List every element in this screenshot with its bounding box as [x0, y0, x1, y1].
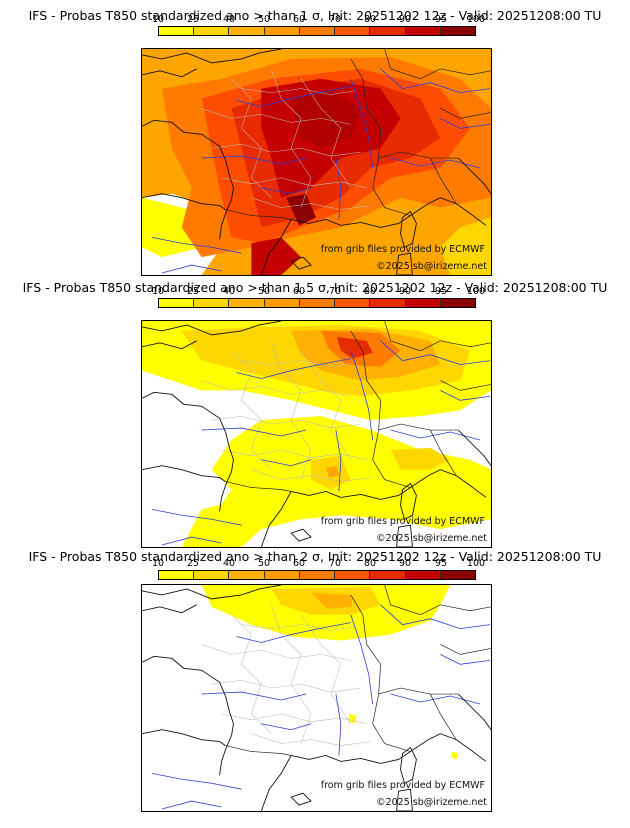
- colorbar-segment: [264, 299, 300, 307]
- panel-title: IFS - Probas T850 standardized ano > tha…: [28, 8, 602, 23]
- colorbar-segment: [229, 571, 265, 579]
- colorbar-segment: [370, 571, 406, 579]
- colorbar-segment: [405, 571, 441, 579]
- credit-copyright: ©2025 sb@irizeme.net: [376, 533, 487, 544]
- colorbar-tick: 40: [222, 286, 236, 297]
- colorbar-tick: 60: [292, 286, 306, 297]
- colorbar-segment: [370, 299, 406, 307]
- colorbar-segment: [299, 571, 336, 579]
- colorbar-segment: [440, 571, 475, 579]
- colorbar-tick: 90: [398, 14, 412, 25]
- colorbar-segment: [159, 571, 195, 579]
- colorbar-segment: [335, 27, 371, 35]
- colorbar-ticks: 10 25 40 50 60 70 80 90 95 100: [152, 286, 485, 298]
- colorbar-tick: 100: [466, 14, 486, 25]
- colorbar-segment: [405, 27, 441, 35]
- colorbar-tick: 40: [222, 558, 236, 569]
- probability-map: from grib files provided by ECMWF ©2025 …: [141, 584, 492, 812]
- colorbar-segment: [335, 571, 371, 579]
- panel-3: IFS - Probas T850 standardized ano > tha…: [0, 544, 630, 820]
- colorbar-tick: 50: [257, 286, 271, 297]
- colorbar-tick: 95: [434, 14, 448, 25]
- colorbar-tick: 95: [434, 558, 448, 569]
- colorbar-tick: 25: [186, 14, 200, 25]
- colorbar-ticks: 10 25 40 50 60 70 80 90 95 100: [152, 558, 485, 570]
- colorbar-tick: 50: [257, 558, 271, 569]
- colorbar: [158, 298, 476, 308]
- credit-grib: from grib files provided by ECMWF: [320, 244, 485, 255]
- colorbar-segment: [159, 299, 195, 307]
- colorbar-tick: 60: [292, 14, 306, 25]
- colorbar-tick: 100: [466, 286, 486, 297]
- colorbar-tick: 10: [151, 286, 165, 297]
- colorbar-segment: [159, 27, 195, 35]
- colorbar-segment: [299, 27, 336, 35]
- colorbar-tick: 70: [328, 558, 342, 569]
- colorbar-segment: [194, 27, 230, 35]
- colorbar-tick: 95: [434, 286, 448, 297]
- colorbar-tick: 100: [466, 558, 486, 569]
- colorbar-tick: 25: [186, 286, 200, 297]
- colorbar-segment: [229, 299, 265, 307]
- colorbar-segment: [335, 299, 371, 307]
- colorbar-tick: 50: [257, 14, 271, 25]
- colorbar-segment: [405, 299, 441, 307]
- colorbar-tick: 80: [363, 286, 377, 297]
- colorbar-segment: [440, 27, 475, 35]
- colorbar-tick: 70: [328, 14, 342, 25]
- panel-1: IFS - Probas T850 standardized ano > tha…: [0, 0, 630, 276]
- colorbar-segment: [264, 27, 300, 35]
- credit-grib: from grib files provided by ECMWF: [320, 780, 485, 791]
- credit-copyright: ©2025 sb@irizeme.net: [376, 797, 487, 808]
- panel-title: IFS - Probas T850 standardized ano > tha…: [28, 549, 602, 564]
- probability-map: from grib files provided by ECMWF ©2025 …: [141, 320, 492, 548]
- colorbar-segment: [194, 571, 230, 579]
- colorbar-tick: 10: [151, 14, 165, 25]
- colorbar: [158, 570, 476, 580]
- colorbar-tick: 25: [186, 558, 200, 569]
- colorbar-segment: [229, 27, 265, 35]
- colorbar-tick: 60: [292, 558, 306, 569]
- colorbar-tick: 10: [151, 558, 165, 569]
- credit-grib: from grib files provided by ECMWF: [320, 516, 485, 527]
- colorbar-segment: [440, 299, 475, 307]
- colorbar-ticks: 10 25 40 50 60 70 80 90 95 100: [152, 14, 485, 26]
- colorbar-tick: 90: [398, 558, 412, 569]
- colorbar-segment: [264, 571, 300, 579]
- colorbar-segment: [299, 299, 336, 307]
- probability-map: from grib files provided by ECMWF ©2025 …: [141, 48, 492, 276]
- colorbar-tick: 70: [328, 286, 342, 297]
- colorbar-tick: 40: [222, 14, 236, 25]
- colorbar-segment: [370, 27, 406, 35]
- panel-title: IFS - Probas T850 standardized ano > tha…: [22, 280, 608, 295]
- panel-2: IFS - Probas T850 standardized ano > tha…: [0, 272, 630, 548]
- colorbar-tick: 80: [363, 14, 377, 25]
- colorbar-segment: [194, 299, 230, 307]
- credit-copyright: ©2025 sb@irizeme.net: [376, 261, 487, 272]
- colorbar-tick: 90: [398, 286, 412, 297]
- colorbar: [158, 26, 476, 36]
- colorbar-tick: 80: [363, 558, 377, 569]
